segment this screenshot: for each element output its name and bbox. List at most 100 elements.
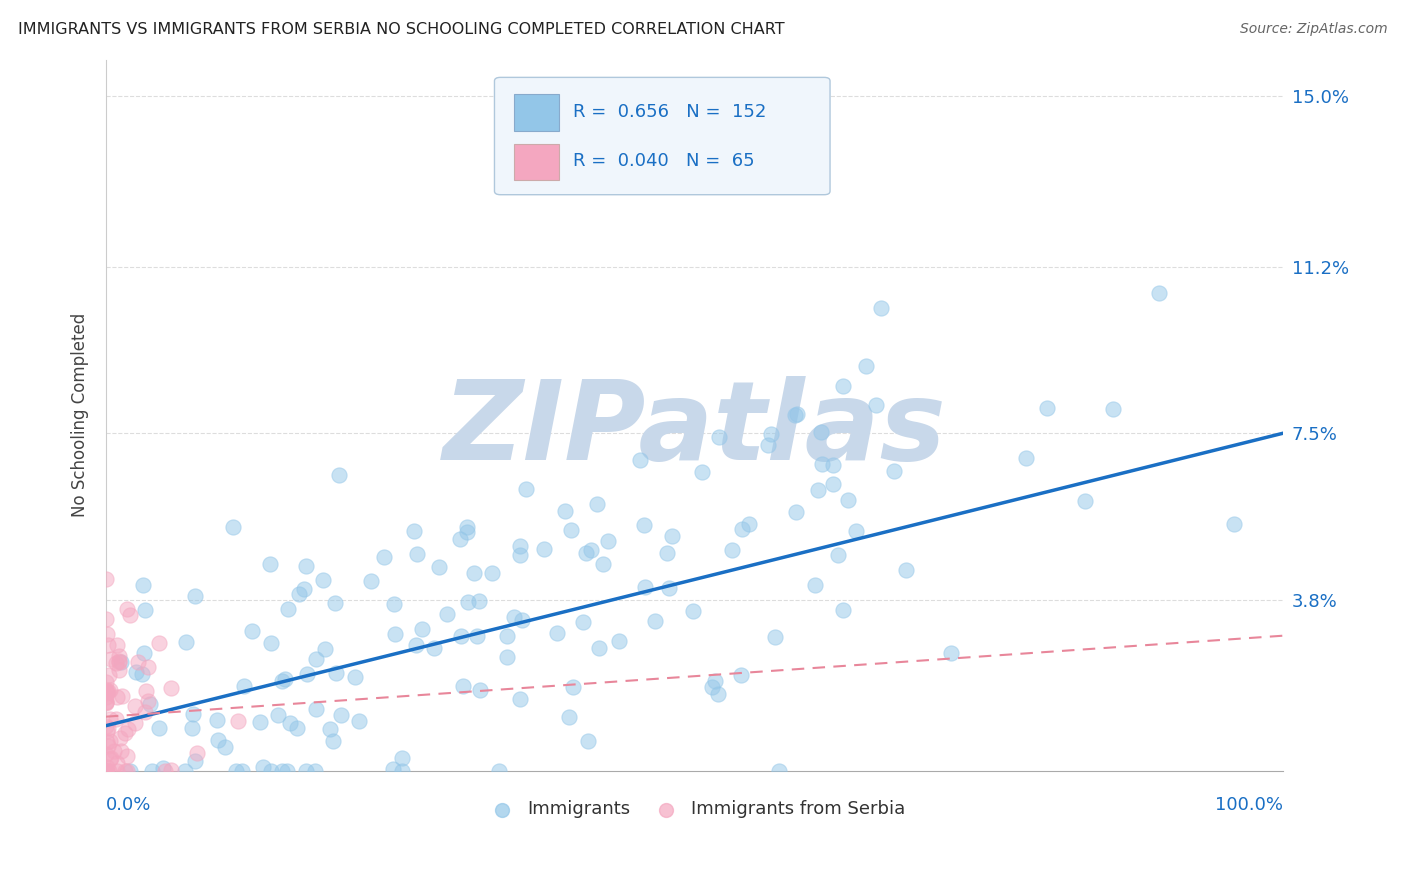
Text: Source: ZipAtlas.com: Source: ZipAtlas.com: [1240, 22, 1388, 37]
Point: [110, 744, 132, 758]
Point: [132, 578, 155, 592]
Point: [682, 604, 704, 618]
Point: [690, 465, 713, 479]
Point: [108, 656, 131, 670]
Point: [322, 734, 344, 748]
Text: R =  0.656   N =  152: R = 0.656 N = 152: [574, 103, 766, 120]
Point: [288, 587, 311, 601]
Point: [124, 715, 146, 730]
Point: [249, 714, 271, 729]
Point: [515, 482, 537, 496]
Point: [546, 626, 568, 640]
Point: [97, 764, 120, 778]
Point: [252, 760, 274, 774]
Point: [94, 764, 117, 778]
Point: [304, 652, 326, 666]
Point: [96, 683, 118, 698]
Point: [148, 721, 170, 735]
Point: [402, 524, 425, 538]
Point: [450, 629, 472, 643]
Point: [160, 763, 183, 777]
Point: [628, 453, 651, 467]
Point: [97, 739, 120, 753]
Point: [1147, 285, 1170, 300]
Point: [382, 597, 405, 611]
Point: [786, 407, 808, 421]
Point: [870, 301, 893, 316]
Point: [270, 764, 292, 778]
Point: [105, 656, 128, 670]
Point: [804, 578, 827, 592]
Point: [155, 764, 177, 778]
Point: [827, 548, 849, 562]
Point: [373, 550, 395, 565]
Point: [502, 610, 524, 624]
Point: [325, 596, 347, 610]
Point: [176, 635, 198, 649]
Point: [117, 723, 139, 737]
Point: [406, 547, 429, 561]
Point: [100, 752, 122, 766]
Point: [260, 636, 283, 650]
Point: [391, 764, 413, 778]
Point: [588, 640, 610, 655]
Point: [108, 663, 131, 677]
Point: [98, 734, 121, 748]
Point: [114, 764, 136, 778]
Point: [270, 674, 292, 689]
Point: [496, 629, 519, 643]
Point: [360, 574, 382, 589]
Point: [135, 684, 157, 698]
Point: [214, 739, 236, 754]
Point: [100, 751, 122, 765]
Point: [97, 667, 120, 681]
Point: [765, 630, 787, 644]
Point: [633, 518, 655, 533]
Point: [295, 764, 318, 778]
Point: [295, 559, 318, 574]
Point: [96, 724, 118, 739]
Point: [405, 638, 427, 652]
Point: [533, 541, 555, 556]
Point: [703, 674, 725, 689]
Point: [509, 549, 531, 563]
Point: [1073, 494, 1095, 508]
Text: 100.0%: 100.0%: [1215, 796, 1284, 814]
Point: [240, 624, 263, 638]
Point: [304, 764, 326, 778]
Point: [94, 747, 117, 762]
Point: [761, 426, 783, 441]
Point: [139, 697, 162, 711]
Point: [585, 497, 607, 511]
Point: [108, 654, 131, 668]
Point: [572, 615, 595, 630]
Point: [186, 746, 208, 760]
Bar: [515, 95, 560, 130]
Point: [97, 638, 120, 652]
Point: [706, 687, 728, 701]
Point: [894, 563, 917, 577]
Point: [221, 519, 243, 533]
Point: [105, 638, 128, 652]
Point: [509, 692, 531, 706]
Point: [232, 680, 254, 694]
Point: [457, 595, 479, 609]
Point: [1015, 450, 1038, 465]
Point: [160, 681, 183, 695]
Point: [468, 683, 491, 698]
Point: [94, 612, 117, 626]
Point: [939, 646, 962, 660]
Point: [347, 714, 370, 728]
Point: [456, 520, 478, 534]
Point: [138, 694, 160, 708]
Point: [329, 707, 352, 722]
Point: [855, 359, 877, 373]
Point: [183, 589, 205, 603]
Point: [103, 744, 125, 758]
Point: [184, 754, 207, 768]
Point: [181, 721, 204, 735]
Point: [807, 483, 830, 497]
Point: [644, 614, 666, 628]
Point: [883, 464, 905, 478]
Point: [114, 726, 136, 740]
